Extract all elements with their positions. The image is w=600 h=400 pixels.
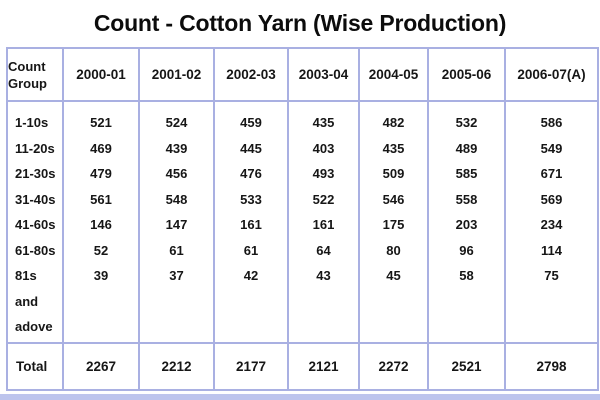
value-cell: 549 — [540, 140, 563, 156]
value-cell: 61 — [243, 242, 259, 258]
value-cell: 58 — [459, 268, 474, 283]
value-cell: 585 — [455, 166, 478, 181]
column-header-year: 2003-04 — [287, 47, 360, 102]
value-cell: 96 — [459, 242, 474, 258]
total-value-cell: 2177 — [213, 342, 289, 391]
value-cell: 533 — [240, 191, 262, 207]
row-label: 1-10s — [15, 115, 49, 130]
value-cell: 147 — [165, 217, 188, 232]
page-title: Count - Cotton Yarn (Wise Production) — [93, 10, 507, 36]
count-group-labels-cell: 1-10s 11-20s 21-30s 31-40s 41-60s 61-80s 81s a… — [6, 100, 64, 344]
value-cell: 435 — [312, 115, 335, 130]
value-cell: 45 — [386, 268, 401, 283]
row-label: 41-60s — [15, 217, 56, 232]
value-cell: 493 — [312, 166, 335, 181]
value-cell: 114 — [541, 242, 562, 258]
header-row: Count Group 2000-01 2001-02 2002-03 2003-04… — [6, 47, 599, 102]
value-cell: 586 — [540, 115, 563, 130]
row-label: 21-30s — [15, 166, 56, 181]
row-label: 61-80s — [15, 242, 56, 258]
value-cell: 146 — [90, 217, 112, 232]
year-values-cell: 435 403 493 522 161 64 43 — [287, 100, 360, 344]
value-cell: 52 — [93, 242, 109, 258]
row-label: 31-40s — [15, 191, 56, 207]
year-values-cell: 482 435 509 546 175 80 45 — [358, 100, 429, 344]
value-cell: 43 — [316, 268, 331, 283]
value-cell: 175 — [382, 217, 405, 232]
year-values-cell: 532 489 585 558 203 96 58 — [427, 100, 506, 344]
value-cell: 203 — [455, 217, 478, 232]
year-values-cell: 521 469 479 561 146 52 39 — [62, 100, 140, 344]
value-cell: 561 — [90, 191, 112, 207]
column-header-year: 2000-01 — [62, 47, 140, 102]
column-header-count-group: Count Group — [6, 47, 64, 102]
total-value-cell: 2272 — [358, 342, 429, 391]
value-cell: 80 — [386, 242, 401, 258]
row-label: 81s and adove — [15, 268, 53, 334]
bottom-band — [0, 394, 600, 400]
value-cell: 61 — [169, 242, 184, 258]
column-header-year: 2004-05 — [358, 47, 429, 102]
value-cell: 439 — [165, 140, 188, 156]
year-values-cell: 524 439 456 548 147 61 37 — [138, 100, 215, 344]
value-cell: 671 — [540, 166, 563, 181]
year-values-cell: 586 549 671 569 234 114 75 — [504, 100, 599, 344]
total-value-cell: 2121 — [287, 342, 360, 391]
row-label: 11-20s — [15, 140, 55, 156]
value-cell: 546 — [382, 191, 405, 207]
value-cell: 489 — [455, 140, 478, 156]
value-cell: 435 — [382, 140, 405, 156]
value-cell: 75 — [544, 268, 559, 283]
body-row: 1-10s 11-20s 21-30s 31-40s 41-60s 61-80s 81s a… — [6, 100, 599, 344]
value-cell: 476 — [240, 166, 262, 181]
value-cell: 569 — [540, 191, 563, 207]
value-cell: 548 — [165, 191, 188, 207]
total-label: Total — [6, 342, 64, 391]
total-value-cell: 2212 — [138, 342, 215, 391]
value-cell: 524 — [165, 115, 188, 130]
value-cell: 522 — [312, 191, 335, 207]
column-header-year: 2006-07(A) — [504, 47, 599, 102]
value-cell: 64 — [316, 242, 331, 258]
total-value-cell: 2521 — [427, 342, 506, 391]
value-cell: 456 — [165, 166, 188, 181]
production-table: Count Group 2000-01 2001-02 2002-03 2003-04… — [6, 47, 599, 391]
value-cell: 234 — [540, 217, 563, 232]
value-cell: 161 — [240, 217, 262, 232]
value-cell: 459 — [240, 115, 262, 130]
value-cell: 482 — [382, 115, 405, 130]
total-value-cell: 2798 — [504, 342, 599, 391]
value-cell: 558 — [455, 191, 478, 207]
value-cell: 403 — [312, 140, 335, 156]
column-header-year: 2001-02 — [138, 47, 215, 102]
value-cell: 37 — [169, 268, 184, 283]
column-header-year: 2002-03 — [213, 47, 289, 102]
value-cell: 445 — [240, 140, 262, 156]
value-cell: 469 — [90, 140, 112, 156]
value-cell: 42 — [243, 268, 259, 283]
value-cell: 521 — [90, 115, 112, 130]
value-cell: 509 — [382, 166, 405, 181]
total-value-cell: 2267 — [62, 342, 140, 391]
value-cell: 479 — [90, 166, 112, 181]
year-values-cell: 459 445 476 533 161 61 42 — [213, 100, 289, 344]
column-header-year: 2005-06 — [427, 47, 506, 102]
value-cell: 161 — [312, 217, 335, 232]
value-cell: 39 — [93, 268, 109, 283]
total-row: Total 2267 2212 2177 2121 2272 2521 2798 — [6, 342, 599, 391]
value-cell: 532 — [455, 115, 478, 130]
